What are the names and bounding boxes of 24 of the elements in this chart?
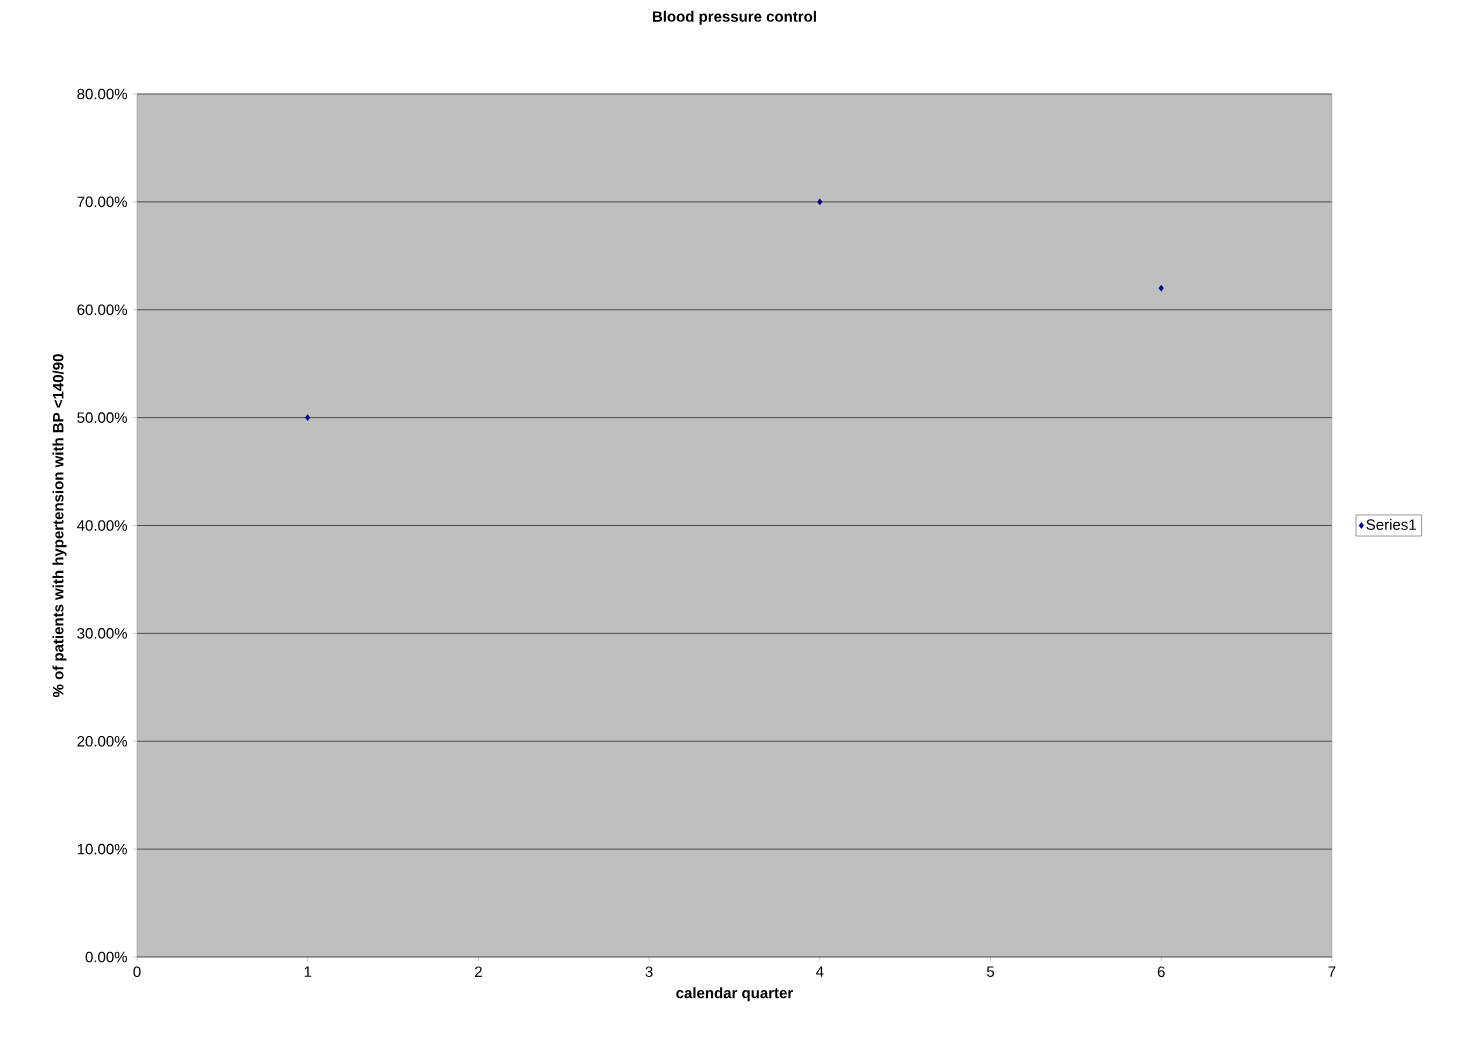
y-tick-label: 0.00% — [85, 951, 127, 963]
chart-title: Blood pressure control — [652, 10, 816, 25]
y-tick-label: 30.00% — [77, 628, 127, 639]
x-tick-label: 6 — [1157, 966, 1165, 978]
x-tick-label: 4 — [815, 966, 824, 977]
y-axis-title: % of patients with hypertension with BP <140/90 — [52, 354, 67, 698]
y-tick-label: 70.00% — [77, 196, 127, 208]
y-tick-label: 60.00% — [77, 304, 127, 316]
x-tick-label: 5 — [986, 966, 995, 977]
point — [1158, 284, 1164, 292]
point — [305, 414, 311, 422]
legend-label: Series1 — [1366, 518, 1416, 530]
x-tick-label: 1 — [304, 966, 312, 977]
x-tick-label: 3 — [645, 966, 653, 978]
x-tick-label: 2 — [474, 966, 482, 977]
y-tick-label: 10.00% — [77, 843, 127, 855]
point — [817, 198, 823, 206]
y-tick-label: 40.00% — [77, 520, 127, 531]
x-axis-title: calendar quarter — [676, 987, 793, 1002]
y-tick-label: 80.00% — [77, 88, 127, 100]
x-tick-label: 0 — [133, 966, 141, 978]
y-tick-label: 20.00% — [77, 735, 127, 747]
x-tick-label: 7 — [1328, 966, 1336, 977]
y-tick-label: 50.00% — [77, 412, 127, 423]
